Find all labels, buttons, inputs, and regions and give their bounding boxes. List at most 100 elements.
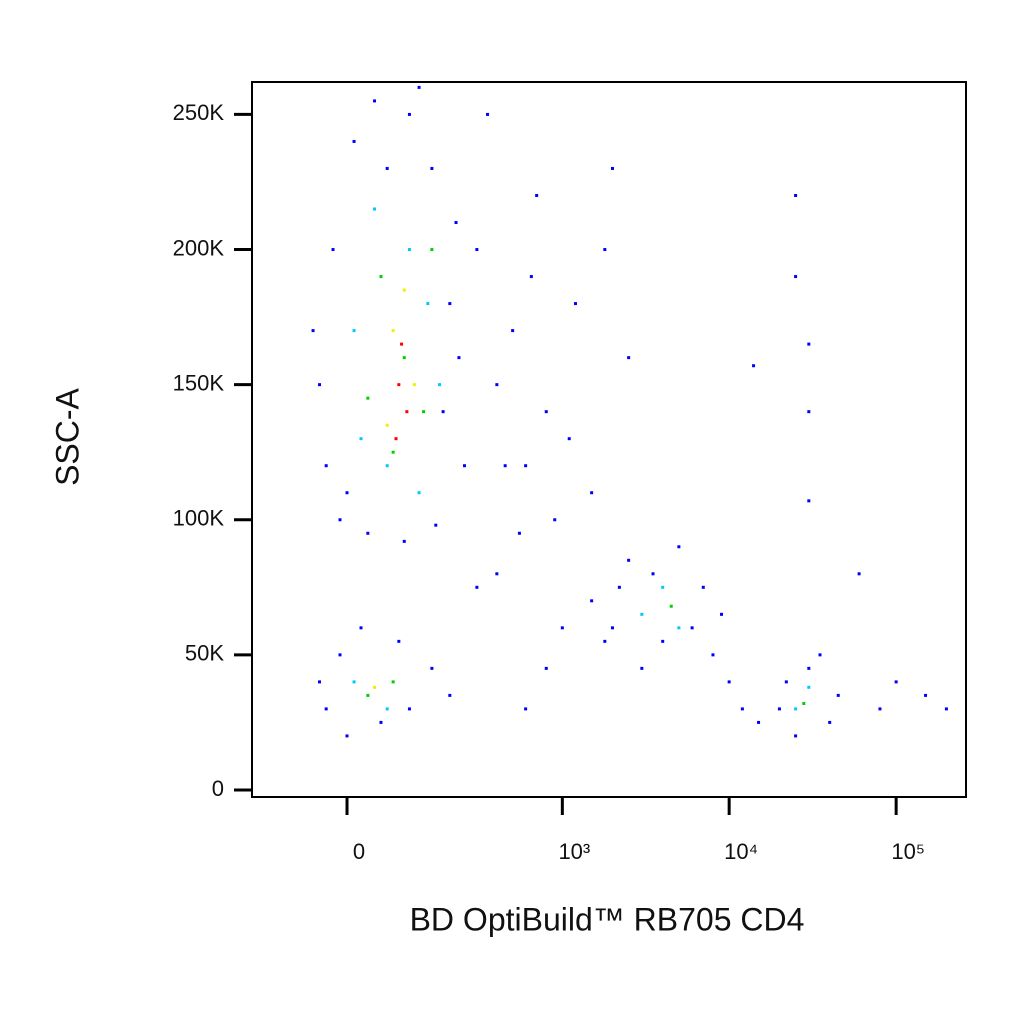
point: [407, 248, 411, 252]
point: [426, 302, 430, 306]
point: [794, 193, 798, 197]
point: [318, 680, 322, 684]
point: [617, 585, 621, 589]
point: [627, 558, 631, 562]
x-tick-label: 0: [353, 839, 365, 864]
point: [836, 693, 840, 697]
point: [400, 342, 404, 346]
point: [407, 707, 411, 711]
point: [412, 383, 416, 387]
point: [366, 693, 370, 697]
point: [640, 666, 644, 670]
point: [345, 734, 349, 738]
point: [486, 112, 490, 116]
point: [338, 518, 342, 522]
point: [345, 491, 349, 495]
point: [430, 666, 434, 670]
point: [560, 626, 564, 630]
plot-frame: [251, 81, 967, 798]
point: [690, 626, 694, 630]
point: [590, 599, 594, 603]
point: [385, 707, 389, 711]
point: [324, 464, 328, 468]
x-tick-label: 10³: [558, 839, 590, 864]
point: [379, 275, 383, 279]
point: [397, 383, 401, 387]
point: [677, 626, 681, 630]
point: [603, 639, 607, 643]
point: [331, 248, 335, 252]
point: [385, 166, 389, 170]
point: [495, 572, 499, 576]
point: [457, 356, 461, 360]
y-tick-label: 200K: [173, 235, 225, 260]
point: [373, 99, 377, 103]
y-tick-label: 100K: [173, 506, 225, 531]
point: [794, 275, 798, 279]
point: [669, 604, 673, 608]
point: [610, 166, 614, 170]
point: [802, 702, 806, 706]
point: [438, 383, 442, 387]
point: [574, 302, 578, 306]
point: [944, 707, 948, 711]
point: [567, 437, 571, 441]
point: [807, 685, 811, 689]
point: [784, 680, 788, 684]
point: [495, 383, 499, 387]
y-tick-label: 150K: [173, 370, 225, 395]
point: [924, 693, 928, 697]
point: [463, 464, 467, 468]
y-tick-label: 0: [212, 776, 224, 801]
point: [352, 680, 356, 684]
point: [818, 653, 822, 657]
point: [661, 585, 665, 589]
point: [385, 464, 389, 468]
point: [397, 639, 401, 643]
point: [417, 491, 421, 495]
point: [794, 734, 798, 738]
point: [430, 166, 434, 170]
point: [324, 707, 328, 711]
point: [379, 720, 383, 724]
point: [677, 545, 681, 549]
point: [402, 288, 406, 292]
point: [640, 612, 644, 616]
point: [475, 585, 479, 589]
point: [503, 464, 507, 468]
point: [402, 539, 406, 543]
point: [757, 720, 761, 724]
point: [544, 410, 548, 414]
point: [553, 518, 557, 522]
point: [661, 639, 665, 643]
point: [610, 626, 614, 630]
point: [517, 531, 521, 535]
point: [720, 612, 724, 616]
point: [338, 653, 342, 657]
point: [777, 707, 781, 711]
point: [454, 221, 458, 225]
point: [524, 464, 528, 468]
point: [448, 693, 452, 697]
point: [857, 572, 861, 576]
point: [391, 329, 395, 333]
point: [711, 653, 715, 657]
point: [651, 572, 655, 576]
point: [366, 531, 370, 535]
point: [311, 329, 315, 333]
point: [407, 112, 411, 116]
point: [828, 720, 832, 724]
point: [405, 410, 409, 414]
point: [422, 410, 426, 414]
point: [590, 491, 594, 495]
point: [603, 248, 607, 252]
y-tick-label: 250K: [173, 100, 225, 125]
point: [359, 437, 363, 441]
x-tick-label: 10⁴: [724, 839, 758, 864]
point: [544, 666, 548, 670]
point: [352, 139, 356, 143]
point: [352, 329, 356, 333]
points: [311, 85, 948, 738]
point: [359, 626, 363, 630]
